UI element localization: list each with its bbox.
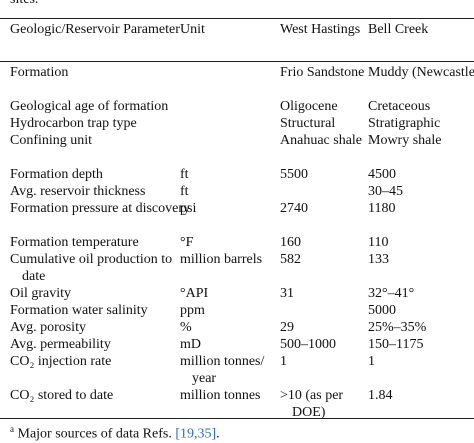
table-cell: 4500: [368, 167, 396, 182]
header-cell: Bell Creek: [368, 22, 429, 37]
table-cell: Oligocene: [280, 99, 338, 114]
footnote-suffix: .: [216, 426, 220, 442]
table-cell: 25%–35%: [368, 320, 427, 335]
table-cell: Muddy (Newcastle): [368, 65, 474, 80]
row-label: Formation: [10, 65, 69, 80]
table-cell: million tonnes: [180, 388, 261, 403]
table-cell: 31: [280, 286, 294, 301]
table-cell: 133: [368, 252, 389, 267]
header-cell: Unit: [180, 22, 205, 37]
row-label: Formation water salinity: [10, 303, 148, 318]
header-rule: [0, 61, 474, 62]
table-cell: Structural: [280, 116, 336, 131]
table-cell: Mowry shale: [368, 133, 442, 148]
table-cell: 32°–41°: [368, 286, 415, 301]
row-label: Geological age of formation: [10, 99, 169, 114]
footnote: a Major sources of data Refs. [19,35].: [10, 421, 220, 443]
table-cell: 500–1000: [280, 337, 336, 352]
table-cell: °API: [180, 286, 209, 301]
row-label: Formation pressure at discovery: [10, 201, 191, 216]
table-cell: 582: [280, 252, 301, 267]
row-label: Cumulative oil production to date: [10, 252, 173, 284]
table-cell: 29: [280, 320, 294, 335]
header-cell: West Hastings: [280, 22, 361, 37]
table-cell: ft: [180, 167, 189, 182]
table-cell: %: [180, 320, 192, 335]
table-cell: 1: [368, 354, 375, 369]
table-cell: 150–1175: [368, 337, 424, 352]
table-cell: 1.84: [368, 388, 393, 403]
table-cell: 5000: [368, 303, 396, 318]
row-label: CO₂ injection rate: [10, 354, 112, 369]
row-label: Formation depth: [10, 167, 103, 182]
row-label: Avg. reservoir thickness: [10, 184, 146, 199]
row-label: Formation temperature: [10, 235, 139, 250]
row-label: Avg. permeability: [10, 337, 111, 352]
table-cell: ppm: [180, 303, 205, 318]
top-rule: [0, 18, 474, 19]
table-cell: >10 (as per DOE): [280, 388, 344, 420]
table-cell: °F: [180, 235, 194, 250]
footnote-refs[interactable]: [19,35]: [175, 426, 217, 442]
caption: sites.: [10, 0, 38, 8]
table-cell: psi: [180, 201, 197, 216]
row-label: CO₂ stored to date: [10, 388, 114, 403]
footnote-text: Major sources of data Refs.: [17, 426, 172, 442]
table-cell: 1: [280, 354, 287, 369]
row-label: Confining unit: [10, 133, 93, 148]
table-cell: Anahuac shale: [280, 133, 363, 148]
header-cell: Geologic/Reservoir Parameter: [10, 22, 180, 37]
table-cell: 1180: [368, 201, 396, 216]
bottom-rule: [0, 418, 474, 419]
table-cell: 110: [368, 235, 389, 250]
row-label: Hydrocarbon trap type: [10, 116, 137, 131]
table-cell: 30–45: [368, 184, 403, 199]
footnote-marker: a: [10, 424, 14, 434]
table-cell: million tonnes/ year: [180, 354, 265, 386]
table-cell: Frio Sandstone: [280, 65, 365, 80]
table-cell: 5500: [280, 167, 308, 182]
row-label: Oil gravity: [10, 286, 72, 301]
table-cell: million barrels: [180, 252, 263, 267]
table-cell: ft: [180, 184, 189, 199]
table-cell: mD: [180, 337, 201, 352]
row-label: Avg. porosity: [10, 320, 86, 335]
table-cell: Cretaceous: [368, 99, 431, 114]
table-cell: Stratigraphic: [368, 116, 441, 131]
table-cell: 160: [280, 235, 301, 250]
table-cell: 2740: [280, 201, 308, 216]
